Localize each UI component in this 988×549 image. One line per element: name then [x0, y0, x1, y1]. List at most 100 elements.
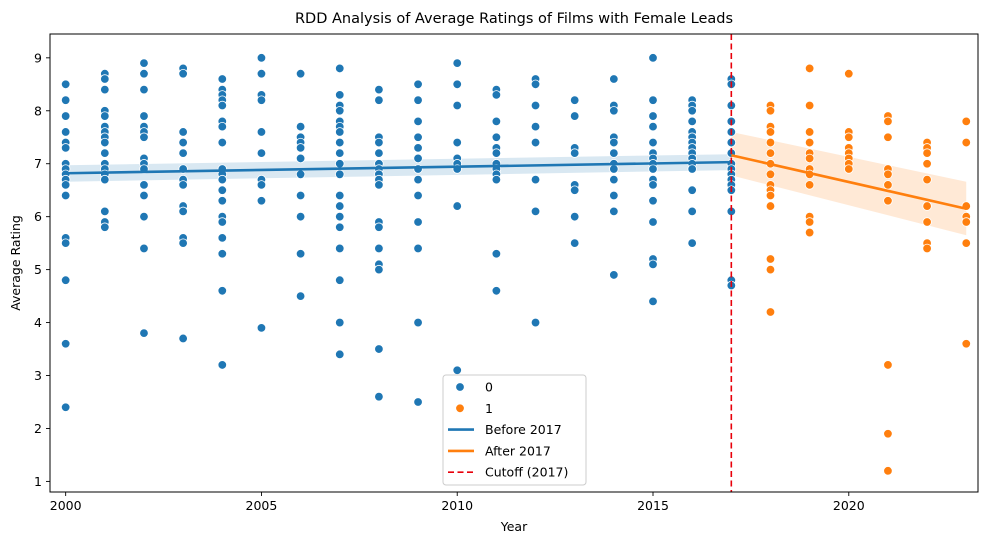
data-point-group-1 — [765, 307, 776, 317]
data-point-group-0 — [178, 180, 188, 190]
data-point-group-0 — [413, 317, 423, 328]
data-point-group-0 — [178, 127, 188, 137]
data-point-group-1 — [765, 190, 776, 201]
data-point-group-0 — [648, 180, 658, 190]
data-point-group-0 — [648, 53, 658, 63]
y-tick-label: 6 — [34, 209, 42, 224]
data-point-group-0 — [60, 238, 71, 248]
data-point-group-0 — [413, 95, 423, 105]
data-point-group-1 — [804, 137, 815, 148]
ci-band-after — [731, 131, 967, 236]
data-point-group-0 — [60, 127, 71, 137]
data-point-group-1 — [883, 429, 893, 439]
data-point-group-0 — [648, 111, 658, 121]
data-point-group-0 — [491, 174, 502, 185]
data-point-group-0 — [178, 206, 188, 217]
y-tick-label: 8 — [34, 103, 42, 118]
regression-line-before — [65, 160, 732, 175]
data-point-group-1 — [961, 116, 971, 127]
data-point-group-0 — [139, 328, 149, 338]
data-point-group-0 — [335, 190, 345, 201]
data-point-group-0 — [256, 148, 267, 158]
data-point-group-0 — [100, 148, 110, 158]
legend-label: Before 2017 — [485, 422, 562, 437]
chart-title: RDD Analysis of Average Ratings of Films… — [295, 11, 733, 27]
data-point-group-1 — [844, 69, 854, 79]
data-point-group-0 — [295, 249, 306, 259]
data-point-group-0 — [335, 211, 345, 222]
data-point-group-0 — [491, 286, 502, 296]
data-point-group-1 — [883, 116, 893, 127]
regression-lines — [65, 153, 967, 210]
data-point-group-1 — [804, 180, 815, 190]
data-point-group-0 — [413, 217, 423, 227]
data-point-group-0 — [374, 95, 384, 105]
data-point-group-0 — [648, 217, 658, 227]
data-point-group-0 — [491, 90, 502, 100]
data-point-group-0 — [217, 286, 227, 296]
data-point-group-1 — [804, 100, 815, 111]
x-tick-label: 2000 — [50, 498, 82, 513]
data-point-group-0 — [139, 132, 149, 142]
data-point-group-0 — [335, 349, 345, 360]
y-tick-label: 7 — [34, 156, 42, 171]
data-point-group-0 — [491, 148, 502, 158]
data-point-group-0 — [374, 391, 384, 402]
data-point-group-0 — [452, 137, 462, 148]
data-point-group-0 — [452, 79, 462, 90]
y-axis-ticks: 1 2 3 4 5 6 7 8 9 — [34, 50, 50, 489]
x-axis-ticks: 2000 2005 2010 2015 2020 — [50, 492, 865, 513]
data-point-group-0 — [217, 74, 227, 84]
data-point-group-0 — [217, 100, 227, 111]
data-point-group-0 — [60, 190, 71, 201]
data-point-group-0 — [256, 323, 267, 333]
data-point-group-0 — [374, 148, 384, 158]
confidence-bands — [65, 131, 967, 236]
data-point-group-1 — [883, 360, 893, 370]
data-point-group-0 — [217, 233, 227, 243]
data-point-group-0 — [100, 174, 110, 185]
data-point-group-0 — [413, 153, 423, 164]
data-point-group-0 — [609, 270, 619, 280]
data-point-group-0 — [374, 264, 384, 275]
data-point-group-1 — [883, 132, 893, 142]
data-point-group-0 — [335, 90, 345, 100]
data-point-group-1 — [804, 127, 815, 137]
data-point-group-0 — [100, 137, 110, 148]
data-point-group-0 — [217, 249, 227, 259]
data-point-group-0 — [530, 79, 541, 90]
data-point-group-0 — [452, 100, 462, 111]
data-point-group-0 — [217, 196, 227, 206]
data-point-group-0 — [687, 238, 697, 248]
data-point-group-0 — [60, 339, 71, 349]
scatter-points — [60, 53, 971, 476]
data-point-group-0 — [413, 174, 423, 185]
data-point-group-1 — [922, 148, 932, 158]
data-point-group-1 — [804, 227, 815, 238]
data-point-group-0 — [295, 291, 306, 301]
data-point-group-0 — [413, 132, 423, 142]
x-tick-label: 2015 — [637, 498, 669, 513]
legend-label: 1 — [485, 401, 493, 416]
data-point-group-0 — [648, 121, 658, 132]
data-point-group-0 — [256, 69, 267, 79]
data-point-group-0 — [687, 106, 697, 116]
data-point-group-0 — [335, 63, 345, 74]
data-point-group-1 — [922, 217, 932, 227]
data-point-group-0 — [178, 238, 188, 248]
data-point-group-1 — [922, 159, 932, 169]
data-point-group-0 — [139, 69, 149, 79]
data-point-group-0 — [374, 137, 384, 148]
data-point-group-1 — [804, 153, 815, 164]
data-point-group-1 — [765, 264, 776, 275]
data-point-group-0 — [452, 201, 462, 211]
data-point-group-0 — [374, 222, 384, 232]
data-point-group-1 — [844, 164, 854, 174]
data-point-group-0 — [295, 190, 306, 201]
data-point-group-0 — [413, 397, 423, 407]
data-point-group-0 — [295, 143, 306, 153]
data-point-group-0 — [569, 211, 580, 222]
legend-label: 0 — [485, 380, 493, 395]
data-point-group-0 — [413, 164, 423, 174]
